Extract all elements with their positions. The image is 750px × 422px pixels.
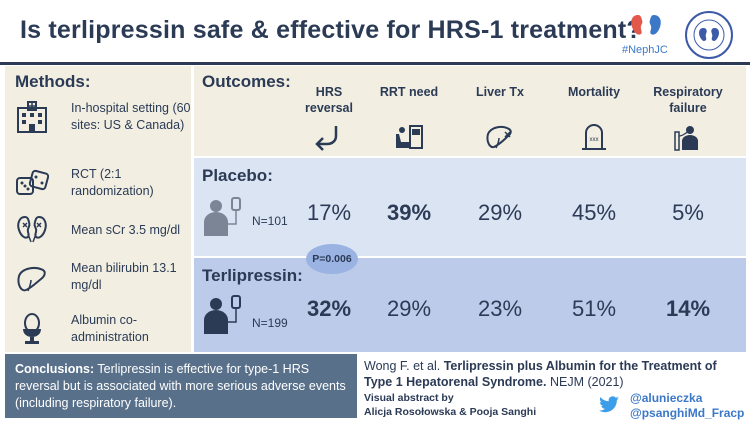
nephjc-tag: #NephJC — [622, 44, 668, 56]
methods-heading: Methods: — [15, 72, 91, 91]
liver-icon — [17, 267, 46, 292]
placebo-n: N=101 — [252, 214, 288, 228]
placebo-liver-tx: 29% — [477, 200, 523, 225]
method-scr: Mean sCr 3.5 mg/dl — [71, 223, 181, 237]
terlipressin-hrs-reversal: 32% — [306, 296, 352, 321]
placebo-label: Placebo: — [202, 166, 273, 185]
method-rct: RCT (2:1 randomization) — [71, 167, 154, 198]
conclusions-text: Terlipressin is effective for type-1 HRS… — [15, 362, 346, 410]
title-divider — [0, 62, 750, 65]
terlipressin-row: Terlipressin: N=199 32% 29% 23% 51% 14% — [194, 258, 746, 352]
outcomes-header: Outcomes: HRS reversal RRT need Liver Tx… — [194, 66, 746, 156]
dialysis-icon — [396, 125, 423, 149]
svg-text:xxx: xxx — [590, 137, 599, 143]
logo-area: #NephJC — [622, 8, 740, 60]
egg-cup-icon — [23, 313, 41, 344]
citation-journal: NEJM (2021) — [549, 375, 624, 389]
col-hrs-reversal: HRS reversal — [305, 85, 353, 115]
liver-transplant-icon — [486, 125, 512, 149]
page-title: Is terlipressin safe & effective for HRS… — [20, 16, 642, 44]
method-bilirubin: Mean bilirubin 13.1 mg/dl — [71, 261, 177, 292]
citation: Wong F. et al. Terlipressin plus Albumin… — [364, 358, 734, 390]
citation-title: Terlipressin plus Albumin for the Treatm… — [364, 359, 717, 389]
tombstone-icon: xxx — [582, 124, 606, 150]
patient-iv-icon — [204, 295, 241, 334]
col-liver-tx: Liver Tx — [476, 85, 524, 99]
return-arrow-icon — [315, 126, 338, 151]
terlipressin-rrt-need: 29% — [386, 296, 432, 321]
col-mortality: Mortality — [567, 85, 621, 99]
col-respiratory-failure: Respiratory failure — [653, 85, 723, 115]
ventilator-icon — [674, 126, 698, 151]
method-setting: In-hospital setting (60 sites: US & Cana… — [71, 101, 191, 132]
placebo-row: Placebo: N=101 17% 39% 29% 45% 5% — [194, 158, 746, 256]
terlipressin-label: Terlipressin: — [202, 266, 303, 285]
terlipressin-liver-tx: 23% — [477, 296, 523, 321]
col-rrt-need: RRT need — [379, 85, 439, 99]
placebo-mortality: 45% — [571, 200, 617, 225]
conclusions-box: Conclusions: Terlipressin is effective f… — [5, 354, 357, 418]
twitter-handle-2[interactable]: @psanghiMd_Fracp — [630, 406, 745, 420]
terlipressin-respiratory-failure: 14% — [665, 296, 711, 321]
hospital-icon — [17, 101, 47, 133]
twitter-handle-1[interactable]: @alunieczka — [630, 391, 703, 405]
conclusions-label: Conclusions: — [15, 362, 95, 376]
methods-panel: Methods: In-hospital setting (60 sites: … — [5, 66, 191, 352]
p-value-badge: P=0.006 — [306, 244, 358, 274]
placebo-respiratory-failure: 5% — [672, 200, 704, 225]
terlipressin-n: N=199 — [252, 316, 288, 330]
kidney-logo-icon — [631, 15, 661, 35]
patient-iv-icon — [204, 197, 241, 236]
placebo-hrs-reversal: 17% — [306, 200, 352, 225]
kidneys-icon — [17, 215, 47, 243]
outcomes-heading: Outcomes: — [202, 72, 291, 91]
credit-line-2: Alicja Rosołowska & Pooja Sanghi — [364, 406, 537, 418]
credit-line-1: Visual abstract by — [364, 392, 454, 404]
nephrology-seal-icon — [685, 11, 733, 59]
terlipressin-mortality: 51% — [571, 296, 617, 321]
visual-abstract-credit: Visual abstract by Alicja Rosołowska & P… — [364, 391, 536, 419]
method-albumin: Albumin co-administration — [71, 313, 149, 344]
twitter-icon — [599, 396, 619, 413]
placebo-rrt-need: 39% — [386, 200, 432, 225]
dice-icon — [16, 169, 49, 195]
citation-authors: Wong F. et al. — [364, 359, 441, 373]
